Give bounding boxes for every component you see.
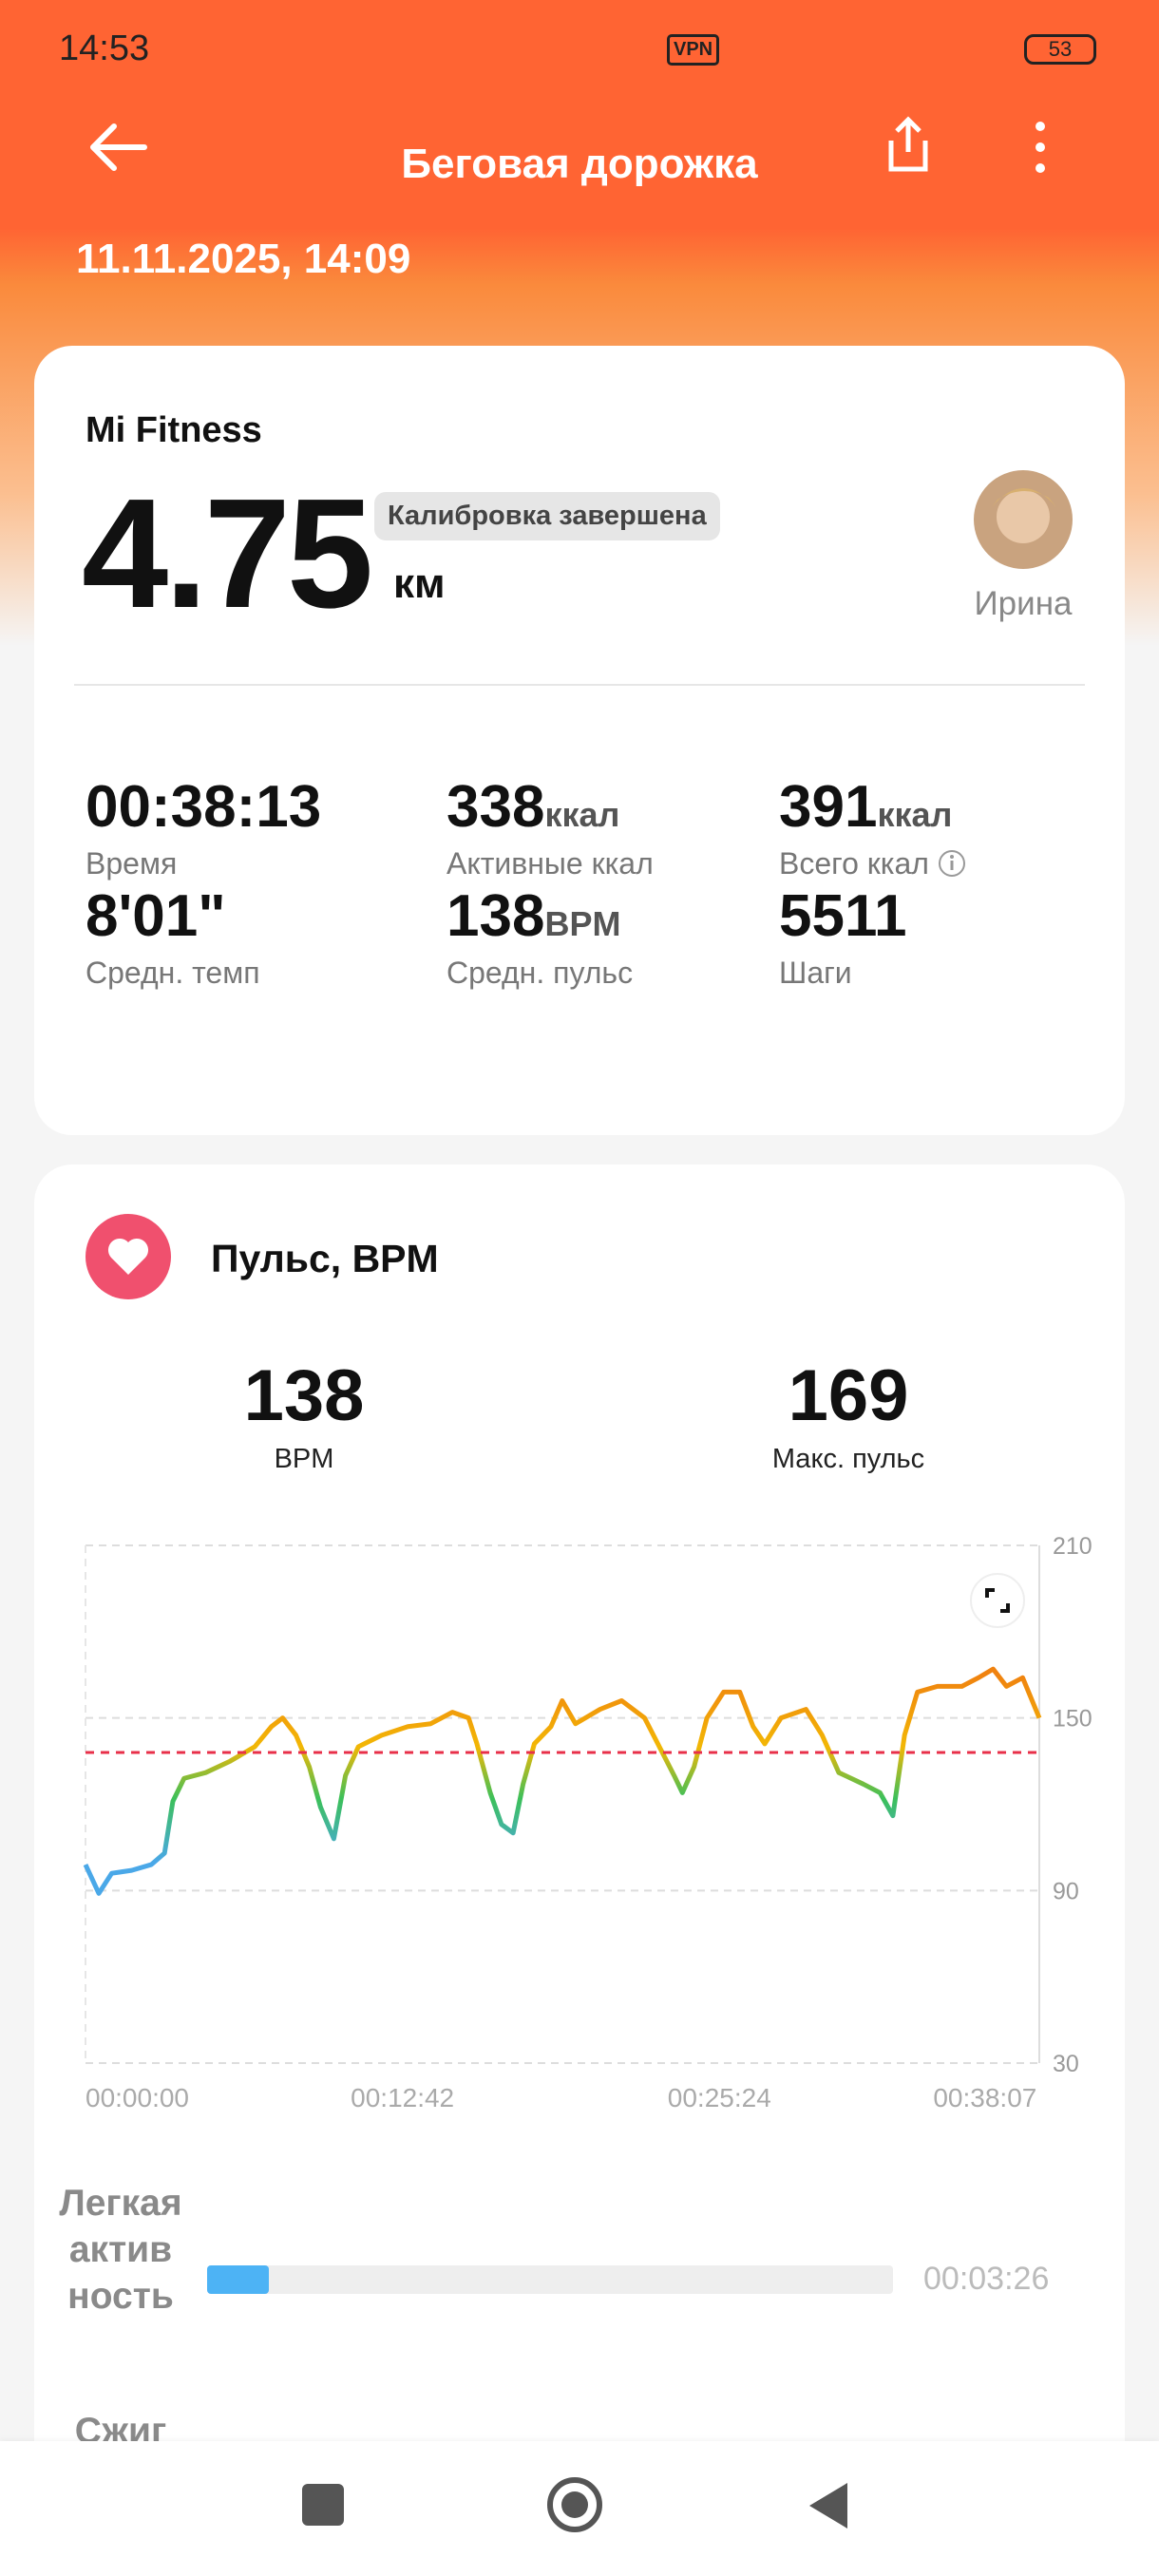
battery: 53	[1024, 34, 1096, 65]
distance: 4.75	[82, 466, 373, 640]
stat-value: 5511	[779, 883, 907, 949]
stat-unit: ккал	[877, 795, 953, 834]
source: Mi Fitness	[86, 410, 262, 450]
user-name: Ирина	[974, 585, 1073, 622]
zone-label: Легкая активность	[59, 2183, 182, 2317]
zone-track	[207, 2265, 893, 2294]
stat-label: Время	[86, 846, 178, 881]
stat-value: 8'01"	[86, 883, 226, 949]
stat-value: 00:38:13	[86, 774, 322, 840]
heart-title: Пульс, BPM	[211, 1237, 439, 1280]
workout-date: 11.11.2025, 14:09	[76, 236, 411, 282]
stat-unit: BPM	[544, 904, 621, 943]
stat-label: Активные ккал	[446, 846, 654, 881]
vpn-icon: VPN	[667, 34, 720, 66]
heart-icon	[86, 1214, 171, 1299]
heart-rate-line	[83, 1666, 1042, 1896]
x-tick-label: 00:38:07	[933, 2083, 1036, 2112]
max-label: Макс. пульс	[771, 1444, 925, 1474]
badge: Калибровка завершена	[374, 492, 720, 540]
summary-card: Mi Fitness 4.75 Калибровка завершена км …	[34, 346, 1125, 1135]
stat: 338ккал Активные ккал	[446, 773, 654, 881]
nav-bar	[0, 2441, 1159, 2576]
heart-rate-chart: 30 90 150 210 00:00:00 00:12:42 00:25:24 00:38:…	[83, 1533, 1092, 2112]
stat: 5511 Шаги	[779, 882, 907, 991]
stat-label: Всего ккал	[779, 846, 966, 881]
y-tick-label: 30	[1053, 2051, 1079, 2077]
distance-unit: км	[393, 560, 446, 607]
nav-recent[interactable]	[302, 2484, 344, 2526]
avatar[interactable]	[973, 469, 1074, 570]
stat: 00:38:13 Время	[86, 773, 321, 881]
avg-label: BPM	[274, 1444, 334, 1474]
stat: 138BPM Средн. пульс	[446, 882, 633, 991]
info-icon[interactable]	[938, 849, 966, 878]
zone-bar	[207, 2265, 269, 2294]
stat-unit: ккал	[544, 795, 620, 834]
header-title: Беговая дорожка	[401, 141, 758, 187]
max-value: 169	[788, 1355, 909, 1436]
expand-button[interactable]	[969, 1572, 1026, 1629]
status-time: 14:53	[59, 28, 150, 68]
stat-label: Средн. темп	[86, 956, 260, 990]
share-button[interactable]	[882, 114, 935, 175]
stat-value: 338	[446, 774, 545, 840]
back-button[interactable]	[86, 119, 152, 176]
more-button[interactable]	[1026, 119, 1054, 176]
stat-label: Шаги	[779, 956, 852, 990]
x-tick-label: 00:25:24	[668, 2083, 771, 2112]
y-tick-label: 210	[1053, 1533, 1092, 1560]
stat: 8'01" Средн. темп	[86, 882, 260, 991]
x-tick-label: 00:00:00	[86, 2083, 189, 2112]
stat: 391ккал Всего ккал	[779, 773, 966, 881]
avg-value: 138	[243, 1355, 365, 1436]
y-tick-label: 150	[1053, 1706, 1092, 1733]
y-tick-label: 90	[1053, 1878, 1079, 1904]
stat-value: 391	[779, 774, 878, 840]
x-tick-label: 00:12:42	[351, 2083, 454, 2112]
stat-value: 138	[446, 883, 545, 949]
zone-duration: 00:03:26	[923, 2261, 1050, 2297]
divider	[74, 684, 1085, 686]
stat-label: Средн. пульс	[446, 956, 634, 990]
heart-card: Пульс, BPM 138 BPM 169 Макс. пульс	[34, 1165, 1125, 2576]
nav-home[interactable]	[545, 2475, 604, 2534]
nav-back[interactable]	[806, 2481, 851, 2530]
